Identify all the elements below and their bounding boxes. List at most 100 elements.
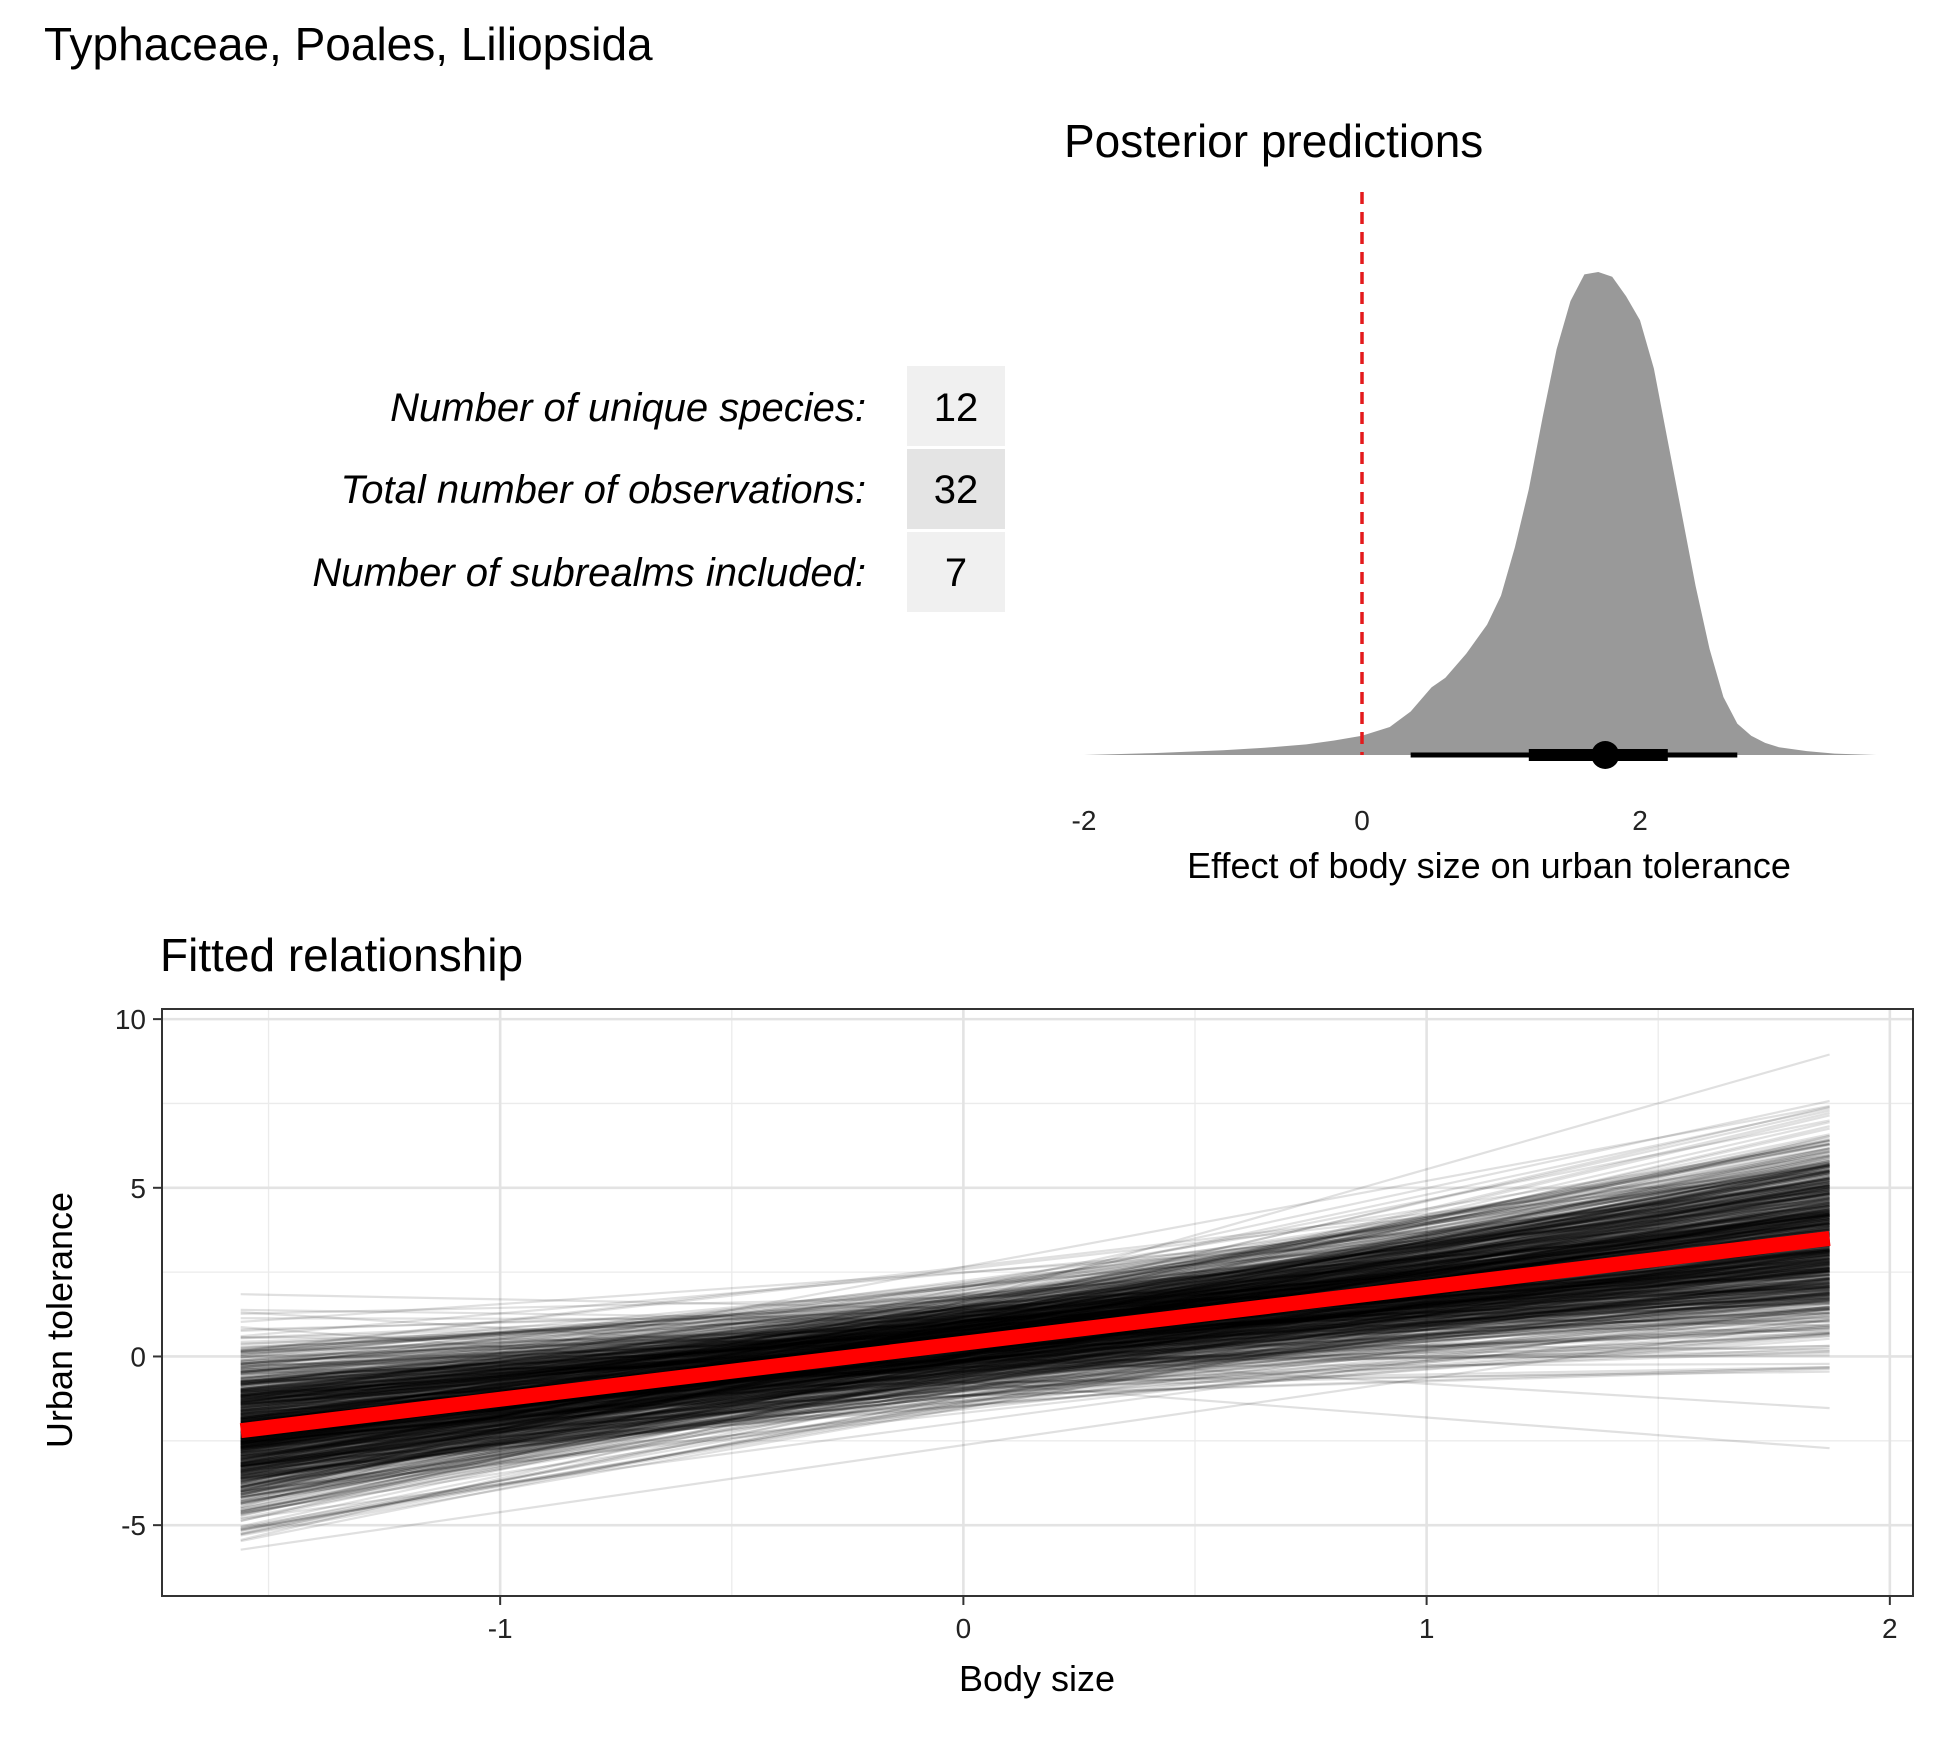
posterior-draw-line — [240, 1258, 1830, 1480]
posterior-draw-line — [240, 1189, 1830, 1420]
posterior-draw-line — [240, 1194, 1830, 1396]
posterior-draw-line — [240, 1192, 1830, 1404]
posterior-draw-line — [240, 1230, 1830, 1392]
posterior-draw-line — [240, 1308, 1830, 1437]
posterior-draw-line — [240, 1307, 1830, 1408]
posterior-draw-line — [240, 1300, 1830, 1443]
fitted-y-tick-label: -5 — [121, 1510, 146, 1541]
posterior-draw-line — [240, 1350, 1830, 1373]
posterior-draw-line — [240, 1282, 1830, 1449]
posterior-draw-line — [240, 1298, 1830, 1465]
page-title: Typhaceae, Poales, Liliopsida — [44, 18, 653, 70]
posterior-draw-line — [240, 1189, 1830, 1397]
posterior-draw-line — [240, 1176, 1830, 1469]
posterior-draw-line — [240, 1192, 1830, 1404]
posterior-draw-line — [240, 1269, 1830, 1451]
posterior-draw-line — [240, 1265, 1830, 1440]
posterior-draw-line — [240, 1200, 1830, 1381]
posterior-draw-line — [240, 1291, 1830, 1405]
posterior-draw-line — [240, 1266, 1830, 1440]
posterior-draw-line — [240, 1207, 1830, 1488]
posterior-draw-line — [240, 1260, 1830, 1384]
posterior-draw-line — [240, 1174, 1830, 1462]
posterior-draw-line — [240, 1269, 1830, 1346]
posterior-draw-line — [240, 1198, 1830, 1488]
posterior-draw-line — [240, 1215, 1830, 1390]
posterior-draw-line — [240, 1295, 1830, 1466]
posterior-draw-line — [240, 1352, 1830, 1374]
fitted-x-tick-label: 0 — [956, 1613, 972, 1644]
posterior-draw-line — [240, 1270, 1830, 1445]
posterior-draw-line — [240, 1318, 1830, 1551]
posterior-draw-line — [240, 1278, 1830, 1479]
posterior-draw-line — [240, 1249, 1830, 1455]
posterior-draw-line — [240, 1111, 1830, 1493]
summary-cell-2 — [907, 449, 1005, 529]
mean-fit-line — [239, 1230, 1831, 1439]
posterior-draw-line — [240, 1161, 1830, 1398]
posterior-draw-line — [240, 1164, 1830, 1461]
posterior-draw-line — [240, 1177, 1830, 1428]
posterior-draw-line — [240, 1180, 1830, 1425]
posterior-draw-line — [240, 1212, 1830, 1399]
posterior-draw-line — [240, 1293, 1830, 1457]
posterior-draw-line — [240, 1186, 1830, 1453]
posterior-draw-line — [240, 1245, 1830, 1474]
posterior-draw-line — [240, 1241, 1830, 1515]
posterior-draw-line — [240, 1250, 1830, 1449]
posterior-draw-line — [240, 1266, 1830, 1387]
posterior-draw-line — [240, 1282, 1830, 1445]
posterior-draw-line — [240, 1212, 1830, 1423]
posterior-draw-line — [240, 1206, 1830, 1510]
posterior-draw-line — [240, 1265, 1830, 1493]
posterior-draw-line — [240, 1263, 1830, 1468]
posterior-draw-line — [240, 1285, 1830, 1445]
posterior-draw-line — [240, 1230, 1830, 1394]
posterior-draw-line — [240, 1161, 1830, 1423]
posterior-draw-line — [240, 1270, 1830, 1443]
posterior-draw-line — [240, 1277, 1830, 1467]
posterior-x-tick-label: -2 — [1072, 805, 1097, 836]
posterior-draw-line — [240, 1171, 1830, 1380]
posterior-draw-line — [240, 1139, 1830, 1466]
posterior-draw-line — [240, 1209, 1830, 1513]
posterior-draw-line — [240, 1246, 1830, 1443]
posterior-draw-line — [240, 1316, 1830, 1396]
posterior-draw-line — [240, 1203, 1830, 1410]
posterior-draw-line — [240, 1294, 1830, 1403]
posterior-draw-line — [240, 1155, 1830, 1489]
posterior-draw-line — [240, 1169, 1830, 1467]
posterior-draw-line — [240, 1201, 1830, 1359]
posterior-draw-line — [240, 1245, 1830, 1500]
posterior-draw-line — [240, 1250, 1830, 1463]
posterior-draw-line — [240, 1289, 1830, 1410]
posterior-draw-line — [240, 1354, 1830, 1366]
posterior-draw-line — [240, 1169, 1830, 1405]
posterior-draw-line — [240, 1266, 1830, 1370]
posterior-draw-line — [240, 1221, 1830, 1413]
posterior-draw-line — [240, 1297, 1830, 1437]
posterior-draw-line — [240, 1273, 1830, 1441]
posterior-draw-line — [240, 1163, 1830, 1475]
posterior-draw-line — [240, 1213, 1830, 1472]
posterior-draw-line — [240, 1241, 1830, 1498]
posterior-draw-line — [240, 1134, 1830, 1484]
posterior-draw-line — [240, 1328, 1830, 1404]
posterior-draw-line — [240, 1138, 1830, 1473]
posterior-draw-line — [240, 1230, 1830, 1415]
posterior-draw-line — [240, 1178, 1830, 1457]
posterior-draw-line — [240, 1257, 1830, 1470]
posterior-draw-line — [240, 1247, 1830, 1480]
posterior-draw-line — [240, 1260, 1830, 1531]
posterior-draw-line — [240, 1276, 1830, 1487]
posterior-draw-line — [240, 1211, 1830, 1323]
posterior-draw-line — [240, 1213, 1830, 1404]
posterior-draw-line — [240, 1308, 1830, 1458]
posterior-draw-line — [240, 1365, 1830, 1421]
posterior-draw-line — [240, 1237, 1830, 1490]
posterior-draw-line — [240, 1248, 1830, 1482]
posterior-draw-line — [240, 1217, 1830, 1472]
posterior-draw-line — [240, 1311, 1830, 1410]
posterior-draw-line — [240, 1298, 1830, 1443]
